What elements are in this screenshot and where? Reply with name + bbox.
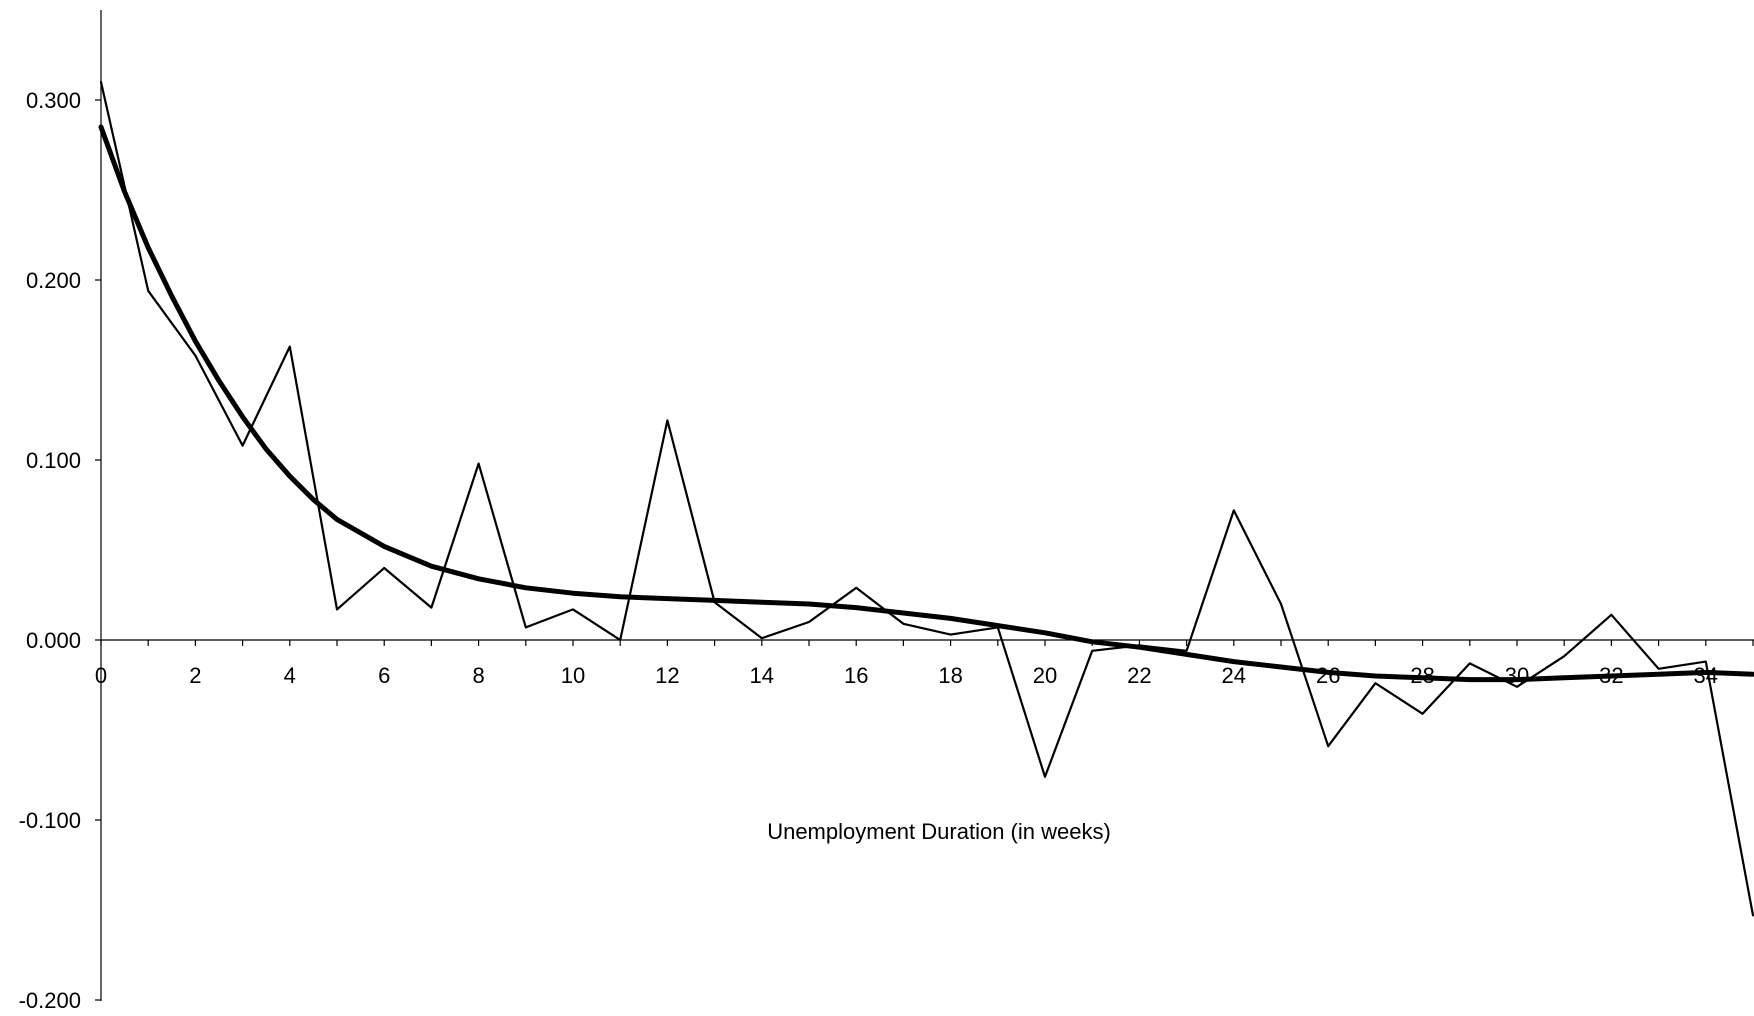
x-tick-label: 18	[938, 663, 962, 688]
x-tick-label: 34	[1694, 663, 1718, 688]
axes	[95, 10, 1754, 1001]
x-tick-label: 20	[1033, 663, 1057, 688]
x-tick-label: 14	[750, 663, 774, 688]
y-tick-label: 0.100	[26, 448, 81, 473]
y-tick-label: 0.300	[26, 88, 81, 113]
series-layer	[98, 80, 1754, 917]
x-axis-label: Unemployment Duration (in weeks)	[767, 819, 1111, 844]
smoothed-series-line	[98, 124, 1754, 683]
y-tick-label: -0.200	[19, 988, 81, 1013]
x-tick-label: 12	[655, 663, 679, 688]
x-tick-label: 28	[1410, 663, 1434, 688]
x-tick-label: 0	[95, 663, 107, 688]
x-tick-label: 8	[472, 663, 484, 688]
x-tick-label: 22	[1127, 663, 1151, 688]
x-tick-label: 32	[1599, 663, 1623, 688]
raw-series-line	[99, 80, 1754, 917]
x-tick-label: 4	[284, 663, 296, 688]
x-tick-label: 2	[189, 663, 201, 688]
x-tick-label: 6	[378, 663, 390, 688]
x-tick-label: 16	[844, 663, 868, 688]
y-tick-label: 0.000	[26, 628, 81, 653]
y-tick-label: 0.200	[26, 268, 81, 293]
x-tick-label: 30	[1505, 663, 1529, 688]
y-tick-label: -0.100	[19, 808, 81, 833]
x-tick-label: 24	[1222, 663, 1246, 688]
x-tick-label: 10	[561, 663, 585, 688]
x-tick-label: 26	[1316, 663, 1340, 688]
